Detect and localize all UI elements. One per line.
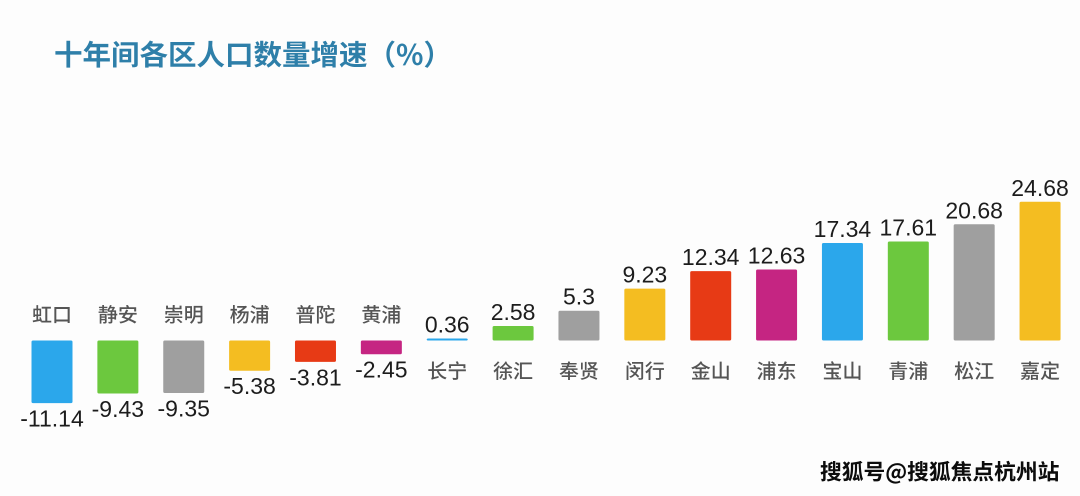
svg-text:12.63: 12.63 bbox=[748, 243, 806, 269]
svg-text:5.3: 5.3 bbox=[563, 284, 595, 310]
svg-text:20.68: 20.68 bbox=[945, 197, 1003, 223]
svg-text:17.61: 17.61 bbox=[880, 215, 938, 241]
svg-text:-5.38: -5.38 bbox=[223, 373, 275, 399]
svg-text:17.34: 17.34 bbox=[814, 216, 872, 242]
svg-text:-9.35: -9.35 bbox=[158, 396, 210, 422]
svg-text:-3.81: -3.81 bbox=[289, 364, 341, 390]
svg-text:-9.43: -9.43 bbox=[92, 396, 144, 422]
svg-text:0.36: 0.36 bbox=[425, 311, 470, 337]
svg-text:-2.45: -2.45 bbox=[355, 357, 407, 383]
svg-text:24.68: 24.68 bbox=[1011, 175, 1069, 201]
svg-text:2.58: 2.58 bbox=[491, 299, 536, 325]
svg-text:12.34: 12.34 bbox=[682, 244, 740, 270]
svg-text:9.23: 9.23 bbox=[622, 262, 667, 288]
svg-text:-11.14: -11.14 bbox=[20, 406, 84, 432]
